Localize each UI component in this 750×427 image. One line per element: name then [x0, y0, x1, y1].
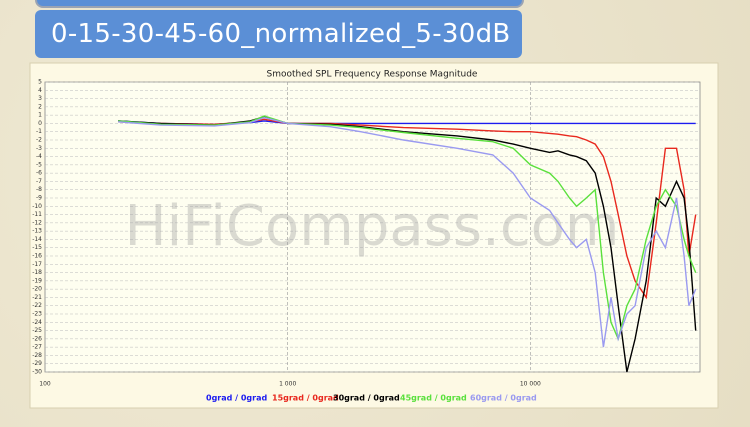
- y-tick-label: -24: [32, 319, 42, 326]
- y-tick-label: -30: [32, 369, 42, 376]
- legend-entry: 15grad / 0grad: [272, 394, 339, 403]
- x-tick-label: 10 000: [520, 381, 541, 388]
- y-tick-label: -28: [32, 352, 42, 359]
- y-tick-label: -11: [32, 211, 42, 218]
- y-tick-label: -14: [32, 236, 42, 243]
- y-tick-label: 2: [38, 103, 42, 110]
- y-tick-label: -16: [32, 253, 42, 260]
- y-tick-label: -25: [32, 327, 42, 334]
- plot-area: [44, 81, 701, 373]
- y-tick-label: 5: [38, 79, 42, 86]
- y-tick-label: -20: [32, 286, 42, 293]
- y-tick-label: -3: [36, 145, 42, 152]
- y-tick-label: 4: [38, 87, 42, 94]
- y-tick-label: -17: [32, 261, 42, 268]
- y-tick-label: -7: [36, 178, 42, 185]
- chart-title: Smoothed SPL Frequency Response Magnitud…: [267, 70, 478, 80]
- legend-entry: 30grad / 0grad: [333, 394, 400, 403]
- y-tick-label: -2: [36, 137, 42, 144]
- y-tick-label: -12: [32, 219, 42, 226]
- y-tick-label: -4: [36, 153, 42, 160]
- series-line: [118, 116, 697, 348]
- legend-entry: 0grad / 0grad: [206, 394, 267, 403]
- y-tick-label: -13: [32, 228, 42, 235]
- y-tick-label: -27: [32, 344, 42, 351]
- y-tick-label: -22: [32, 302, 42, 309]
- y-tick-label: -21: [32, 294, 42, 301]
- y-tick-label: -8: [36, 186, 42, 193]
- y-tick-label: -1: [36, 128, 42, 135]
- y-tick-label: -19: [32, 277, 42, 284]
- x-tick-label: 100: [39, 381, 51, 388]
- y-tick-label: -9: [36, 195, 42, 202]
- y-tick-label: 1: [38, 112, 42, 119]
- y-tick-label: -10: [32, 203, 42, 210]
- y-tick-label: 3: [38, 95, 42, 102]
- y-tick-label: -15: [32, 244, 42, 251]
- y-tick-label: 0: [38, 120, 42, 127]
- y-tick-label: -6: [36, 170, 42, 177]
- x-tick-label: 1 000: [279, 381, 296, 388]
- legend-entry: 45grad / 0grad: [400, 394, 467, 403]
- y-tick-label: -5: [36, 161, 42, 168]
- y-tick-label: -18: [32, 269, 42, 276]
- legend-entry: 60grad / 0grad: [470, 394, 537, 403]
- watermark: HiFiCompass.com: [125, 194, 620, 259]
- y-tick-label: -29: [32, 360, 42, 367]
- y-tick-label: -23: [32, 311, 42, 318]
- y-tick-label: -26: [32, 335, 42, 342]
- header-banner: 0-15-30-45-60_normalized_5-30dB: [35, 10, 522, 58]
